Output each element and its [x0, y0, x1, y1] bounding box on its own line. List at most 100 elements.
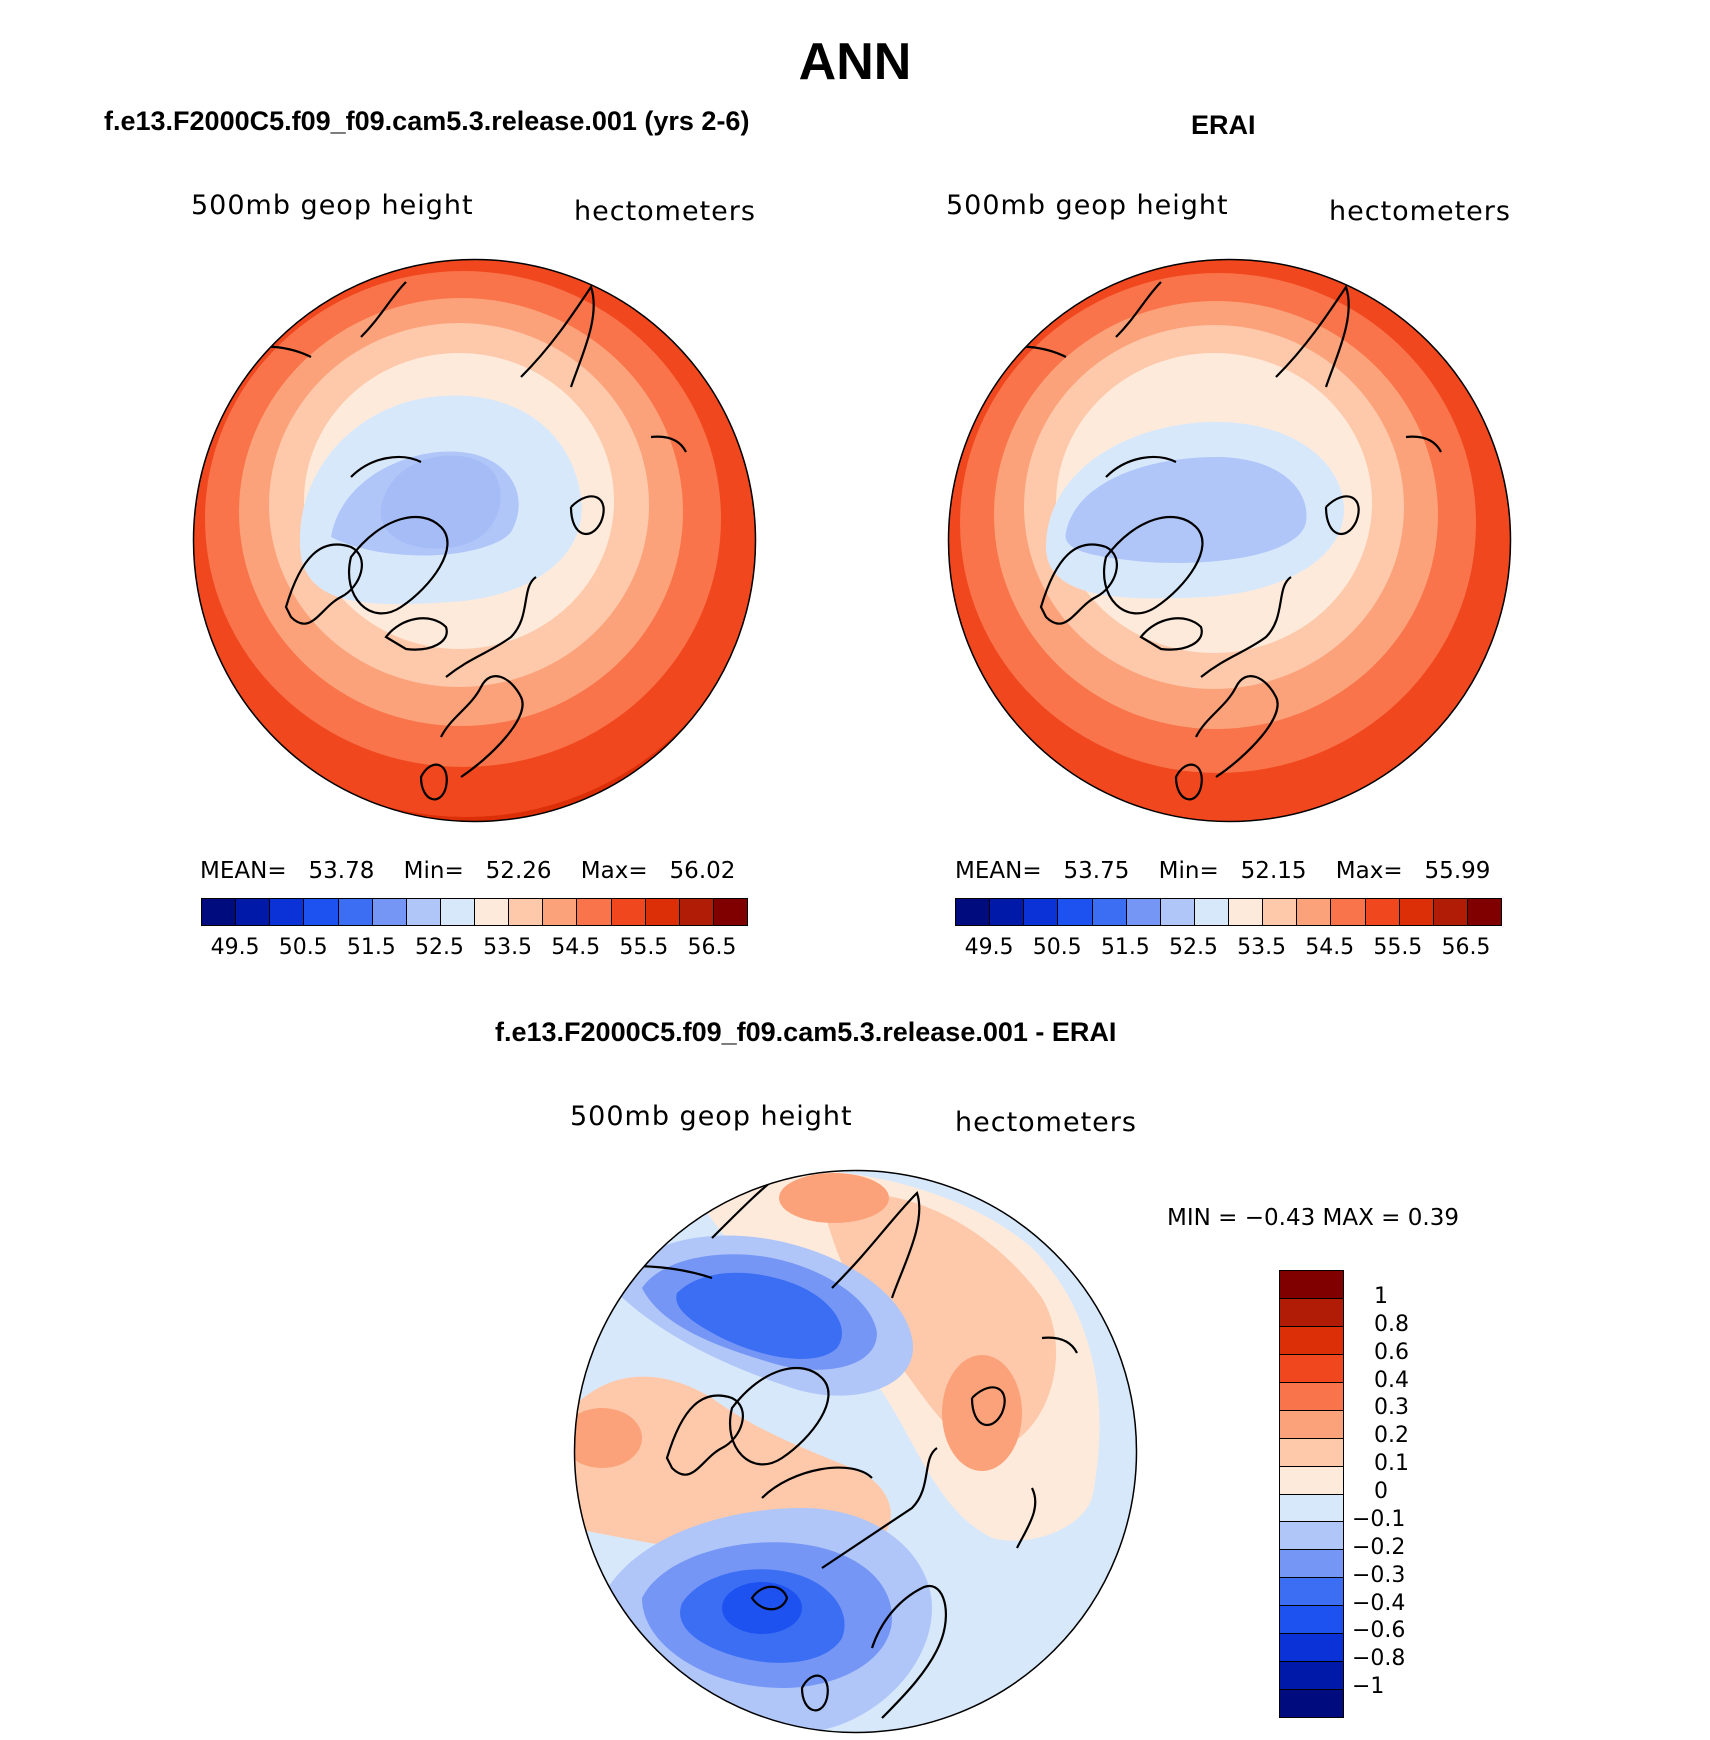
colorbar-swatch [202, 899, 237, 925]
panel2-stats: MEAN= 53.75 Min= 52.15 Max= 55.99 [955, 858, 1490, 884]
colorbar-tick-label: 0.2 [1374, 1423, 1409, 1449]
colorbar-swatch [1280, 1662, 1343, 1691]
colorbar-swatch [1280, 1494, 1343, 1523]
colorbar-tick-label: 0.6 [1374, 1339, 1409, 1365]
colorbar-tick-label: 55.5 [1373, 935, 1423, 960]
colorbar-tick-label: −1 [1352, 1674, 1385, 1700]
colorbar-swatch [1280, 1606, 1343, 1635]
colorbar-tick-label: 53.5 [483, 935, 533, 960]
panel2-colorbar [955, 898, 1502, 926]
panel2-max-value: 55.99 [1424, 858, 1491, 884]
colorbar-tick-label: 55.5 [619, 935, 669, 960]
panel1-mean-value: 53.78 [308, 858, 375, 884]
colorbar-swatch [270, 899, 305, 925]
colorbar-tick-label: −0.3 [1352, 1562, 1406, 1588]
colorbar-swatch [1280, 1522, 1343, 1551]
colorbar-swatch [509, 899, 544, 925]
colorbar-swatch [1280, 1298, 1343, 1327]
diff-polar-map [573, 1169, 1138, 1734]
panel2-variable: 500mb geop height [946, 190, 1229, 221]
colorbar-tick-label: 52.5 [1168, 935, 1218, 960]
colorbar-tick-label: 0.1 [1374, 1451, 1409, 1477]
colorbar-tick-label: 49.5 [964, 935, 1014, 960]
diff-min-max: MIN = −0.43 MAX = 0.39 [1167, 1205, 1459, 1231]
panel1-mean-label: MEAN= [200, 858, 287, 884]
panel2-min-label: Min= [1158, 858, 1219, 884]
panel1-colorbar-labels: 49.5 50.5 51.5 52.5 53.5 54.5 55.5 56.5 [201, 935, 746, 963]
colorbar-tick-label: 53.5 [1237, 935, 1287, 960]
colorbar-tick-label: 0.3 [1374, 1395, 1409, 1421]
panel1-min-label: Min= [403, 858, 464, 884]
colorbar-swatch [543, 899, 578, 925]
colorbar-tick-label: −0.4 [1352, 1590, 1406, 1616]
colorbar-swatch [1092, 899, 1127, 925]
colorbar-swatch [956, 899, 991, 925]
colorbar-swatch [1365, 899, 1400, 925]
panel1-max-label: Max= [580, 858, 648, 884]
colorbar-tick-label: 1 [1374, 1283, 1388, 1309]
colorbar-swatch [1280, 1410, 1343, 1439]
panel1-variable: 500mb geop height [191, 190, 474, 221]
panel2-polar-map [947, 258, 1512, 823]
colorbar-swatch [1467, 899, 1501, 925]
colorbar-tick-label: 52.5 [414, 935, 464, 960]
panel1-stats: MEAN= 53.78 Min= 52.26 Max= 56.02 [200, 858, 735, 884]
diff-title: f.e13.F2000C5.f09_f09.cam5.3.release.001… [495, 1017, 1117, 1047]
colorbar-tick-label: 50.5 [1032, 935, 1082, 960]
colorbar-tick-label: 56.5 [1441, 935, 1491, 960]
colorbar-tick-label: −0.8 [1352, 1646, 1406, 1672]
colorbar-swatch [611, 899, 646, 925]
colorbar-tick-label: 51.5 [1100, 935, 1150, 960]
colorbar-swatch [1399, 899, 1434, 925]
panel2-colorbar-labels: 49.5 50.5 51.5 52.5 53.5 54.5 55.5 56.5 [955, 935, 1500, 963]
colorbar-swatch [1280, 1550, 1343, 1579]
colorbar-swatch [1280, 1690, 1343, 1717]
colorbar-tick-label: 56.5 [687, 935, 737, 960]
colorbar-tick-label: 50.5 [278, 935, 328, 960]
colorbar-swatch [1058, 899, 1093, 925]
panel1-units: hectometers [574, 196, 756, 227]
colorbar-tick-label: −0.1 [1352, 1506, 1406, 1532]
colorbar-swatch [713, 899, 747, 925]
colorbar-swatch [1331, 899, 1366, 925]
colorbar-tick-label: 49.5 [210, 935, 260, 960]
panel1-min-value: 52.26 [485, 858, 552, 884]
panel2-mean-label: MEAN= [955, 858, 1042, 884]
colorbar-swatch [1160, 899, 1195, 925]
colorbar-swatch [338, 899, 373, 925]
colorbar-swatch [236, 899, 271, 925]
panel1-title: f.e13.F2000C5.f09_f09.cam5.3.release.001… [104, 106, 750, 136]
colorbar-swatch [1263, 899, 1298, 925]
colorbar-swatch [1280, 1354, 1343, 1383]
diff-units: hectometers [955, 1107, 1137, 1138]
colorbar-swatch [1229, 899, 1264, 925]
diff-colorbar [1279, 1270, 1344, 1718]
colorbar-swatch [1024, 899, 1059, 925]
colorbar-tick-label: 0.4 [1374, 1367, 1409, 1393]
panel1-max-value: 56.02 [669, 858, 736, 884]
diff-colorbar-labels: 1 0.8 0.6 0.4 0.3 0.2 0.1 0 −0.1 −0.2 −0.3 −0.4 −0.6… [1352, 1270, 1472, 1716]
diff-variable: 500mb geop height [570, 1101, 853, 1132]
colorbar-tick-label: −0.2 [1352, 1534, 1406, 1560]
panel2-units: hectometers [1329, 196, 1511, 227]
colorbar-swatch [1280, 1438, 1343, 1467]
colorbar-swatch [1433, 899, 1468, 925]
colorbar-swatch [1126, 899, 1161, 925]
panel1-colorbar [201, 898, 748, 926]
colorbar-swatch [1297, 899, 1332, 925]
panel2-max-label: Max= [1335, 858, 1403, 884]
colorbar-tick-label: −0.6 [1352, 1618, 1406, 1644]
colorbar-swatch [304, 899, 339, 925]
colorbar-swatch [645, 899, 680, 925]
figure-title: ANN [798, 33, 912, 91]
colorbar-swatch [1280, 1466, 1343, 1495]
colorbar-swatch [679, 899, 714, 925]
colorbar-swatch [1280, 1271, 1343, 1299]
colorbar-swatch [1280, 1578, 1343, 1607]
panel2-mean-value: 53.75 [1063, 858, 1130, 884]
colorbar-tick-label: 54.5 [551, 935, 601, 960]
colorbar-swatch [1280, 1634, 1343, 1663]
colorbar-swatch [1280, 1382, 1343, 1411]
colorbar-swatch [577, 899, 612, 925]
colorbar-tick-label: 51.5 [346, 935, 396, 960]
